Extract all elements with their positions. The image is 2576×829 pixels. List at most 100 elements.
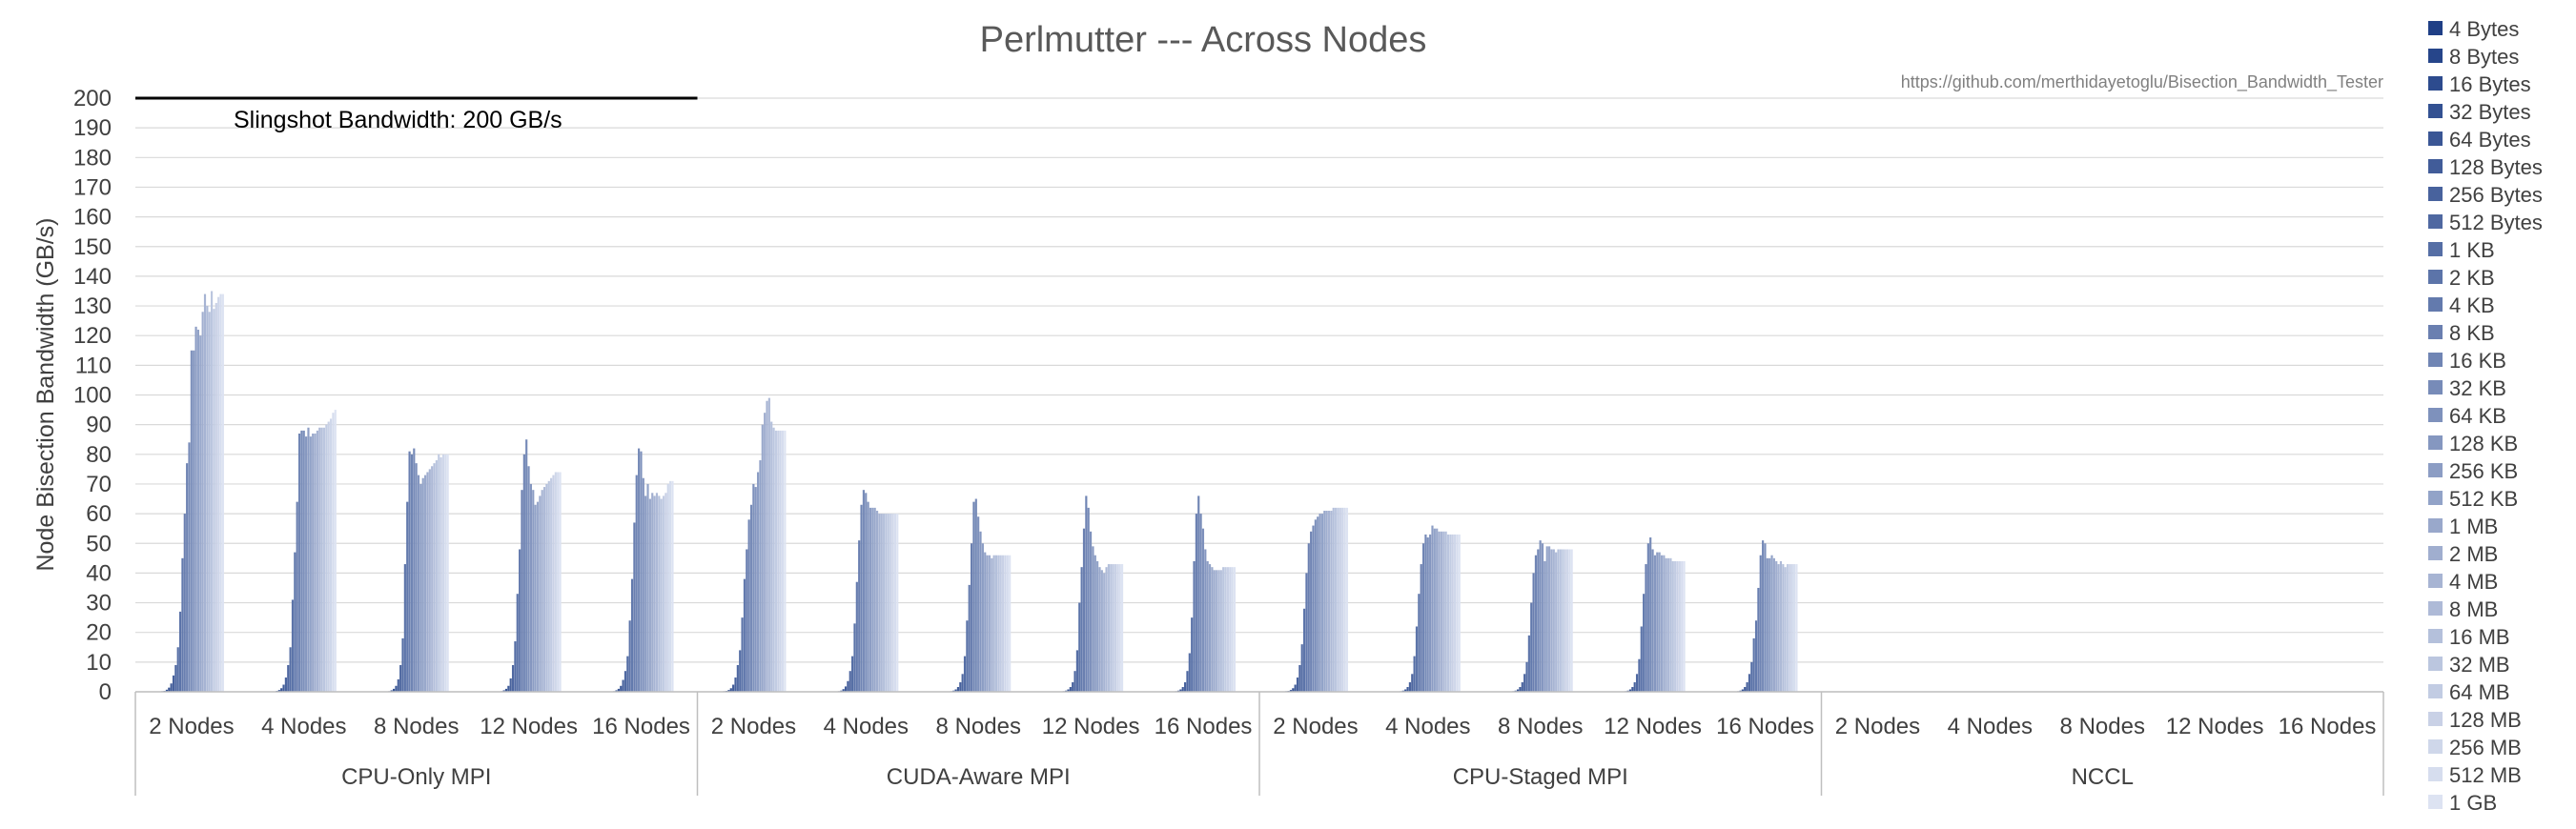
y-tick-label: 90 [86, 413, 112, 438]
y-tick-label: 140 [73, 264, 112, 290]
bar [893, 514, 896, 692]
bar [1339, 507, 1341, 692]
bar [1120, 564, 1124, 692]
bar [767, 397, 770, 692]
bar [392, 688, 396, 692]
x-tick-label: 4 Nodes [261, 714, 346, 739]
bar [626, 656, 629, 692]
bar [1772, 557, 1775, 692]
bar [1438, 531, 1441, 692]
bar [1404, 689, 1407, 692]
x-tick-label: 16 Nodes [592, 714, 690, 739]
bar [1334, 507, 1338, 692]
bar [875, 510, 879, 692]
bar [1519, 687, 1522, 692]
bar [206, 306, 209, 692]
legend-swatch [2428, 187, 2443, 201]
bar [444, 454, 447, 692]
bar [178, 611, 182, 692]
bar [638, 448, 641, 692]
x-tick-label: 16 Nodes [1155, 714, 1253, 739]
bar [1559, 549, 1562, 692]
bar [534, 504, 537, 692]
legend: 4 Bytes 8 Bytes 16 Bytes 32 Bytes 64 Bytes 12… [2428, 17, 2543, 815]
bar [511, 664, 515, 692]
bar [671, 480, 674, 692]
bar [972, 501, 975, 692]
bar [1444, 531, 1447, 692]
bar [1759, 555, 1762, 692]
bar [1681, 560, 1684, 692]
bar [1199, 514, 1202, 692]
bar [417, 475, 420, 692]
bar [1006, 555, 1009, 692]
y-tick-label: 40 [86, 560, 112, 586]
bar [736, 664, 739, 692]
group-label: CPU-Only MPI [341, 764, 491, 790]
slingshot-bandwidth-label: Slingshot Bandwidth: 200 GB/s [234, 107, 562, 133]
legend-swatch [2428, 21, 2443, 35]
bar [655, 493, 659, 692]
bar [1638, 658, 1641, 692]
bar [729, 688, 732, 692]
bar [529, 483, 532, 692]
bar [727, 690, 730, 692]
bar [217, 296, 220, 692]
group-label: CUDA-Aware MPI [887, 764, 1071, 790]
bar [1345, 507, 1348, 692]
bar [1314, 519, 1317, 692]
bar [196, 329, 200, 692]
bar [865, 493, 868, 692]
legend-label: 256 KB [2449, 459, 2518, 483]
bar [1216, 570, 1218, 692]
bar [446, 454, 449, 692]
bar [853, 623, 856, 692]
bar [1628, 689, 1632, 692]
y-axis-ticks: 0 10 20 30 40 50 60 70 80 90 100 110 120 130 140 150 160… [73, 86, 112, 705]
bar [749, 504, 753, 692]
bar [1530, 602, 1533, 692]
bar [1082, 528, 1086, 692]
bar [1770, 555, 1773, 692]
bar [883, 514, 886, 692]
chart-title: Perlmutter --- Across Nodes [980, 20, 1427, 60]
bar [848, 671, 851, 692]
bar [784, 430, 787, 692]
bar [507, 685, 510, 692]
bar [1570, 549, 1573, 692]
bar [1534, 555, 1538, 692]
bar [1768, 557, 1771, 692]
bar [1752, 637, 1755, 692]
bar [1646, 543, 1649, 692]
bar [860, 504, 863, 692]
legend-swatch [2428, 684, 2443, 698]
bar [174, 664, 177, 692]
bar [1762, 540, 1765, 692]
bar [1635, 674, 1639, 692]
bar [1649, 537, 1652, 692]
bar [1545, 546, 1548, 692]
x-tick-label: 12 Nodes [480, 714, 578, 739]
legend-label: 256 MB [2449, 736, 2522, 759]
bar [1184, 682, 1187, 692]
bar [410, 454, 414, 692]
bar [1744, 687, 1747, 692]
bar [660, 498, 663, 692]
bar [1098, 567, 1101, 692]
legend-label: 4 Bytes [2449, 17, 2519, 41]
bar [1666, 557, 1670, 692]
bar [210, 291, 214, 692]
legend-label: 8 MB [2449, 597, 2498, 621]
legend-label: 2 KB [2449, 266, 2495, 290]
bar [203, 293, 207, 692]
bar [557, 472, 560, 692]
bar [1541, 543, 1544, 692]
y-tick-label: 190 [73, 115, 112, 141]
bar [1663, 555, 1666, 692]
bar [433, 463, 436, 692]
bar [1193, 560, 1196, 692]
bar [1078, 602, 1081, 692]
bar [1544, 560, 1546, 692]
bar [635, 475, 638, 692]
